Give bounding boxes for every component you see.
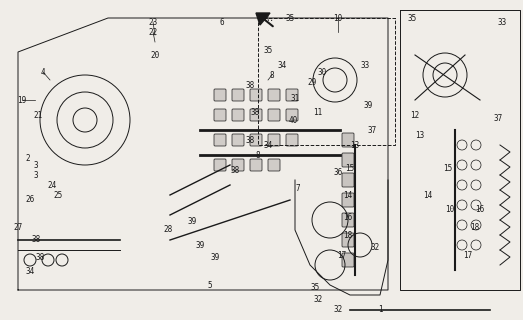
FancyBboxPatch shape xyxy=(268,134,280,146)
Text: 16: 16 xyxy=(344,213,353,222)
Text: 2: 2 xyxy=(26,154,30,163)
Text: 26: 26 xyxy=(26,196,35,204)
Text: 40: 40 xyxy=(288,116,298,124)
Text: 28: 28 xyxy=(163,226,173,235)
Text: 39: 39 xyxy=(187,218,197,227)
Text: 31: 31 xyxy=(290,93,300,102)
Text: 39: 39 xyxy=(363,100,372,109)
Text: 35: 35 xyxy=(407,13,417,22)
Text: 33: 33 xyxy=(497,18,507,27)
FancyBboxPatch shape xyxy=(250,159,262,171)
Text: 22: 22 xyxy=(149,28,157,36)
Text: 16: 16 xyxy=(475,205,485,214)
FancyBboxPatch shape xyxy=(286,89,298,101)
FancyBboxPatch shape xyxy=(214,134,226,146)
Text: 17: 17 xyxy=(337,251,347,260)
Text: 13: 13 xyxy=(415,131,425,140)
FancyBboxPatch shape xyxy=(250,89,262,101)
Text: 21: 21 xyxy=(33,110,43,119)
Text: 3: 3 xyxy=(33,161,38,170)
FancyBboxPatch shape xyxy=(342,213,354,227)
FancyBboxPatch shape xyxy=(214,159,226,171)
Text: 36: 36 xyxy=(333,167,343,177)
Text: 38: 38 xyxy=(230,165,240,174)
Text: 32: 32 xyxy=(370,244,380,252)
Text: 3: 3 xyxy=(33,171,38,180)
Text: 33: 33 xyxy=(360,60,370,69)
FancyBboxPatch shape xyxy=(232,159,244,171)
Text: 39: 39 xyxy=(196,241,204,250)
FancyBboxPatch shape xyxy=(342,253,354,267)
Text: 15: 15 xyxy=(345,164,355,172)
Text: 23: 23 xyxy=(149,18,157,27)
Text: 38: 38 xyxy=(245,81,255,90)
Text: 34: 34 xyxy=(26,268,35,276)
FancyBboxPatch shape xyxy=(286,134,298,146)
FancyBboxPatch shape xyxy=(232,89,244,101)
Text: 18: 18 xyxy=(470,223,480,233)
Text: 34: 34 xyxy=(277,60,287,69)
FancyBboxPatch shape xyxy=(232,109,244,121)
Text: 35: 35 xyxy=(286,13,294,22)
Text: 10: 10 xyxy=(446,205,454,214)
Text: 39: 39 xyxy=(210,253,220,262)
Text: 35: 35 xyxy=(264,45,272,54)
FancyBboxPatch shape xyxy=(286,109,298,121)
FancyBboxPatch shape xyxy=(342,233,354,247)
Text: 5: 5 xyxy=(208,281,212,290)
Text: 18: 18 xyxy=(344,230,353,239)
FancyBboxPatch shape xyxy=(342,173,354,187)
Text: 17: 17 xyxy=(463,251,473,260)
Text: 12: 12 xyxy=(411,110,419,119)
FancyBboxPatch shape xyxy=(342,193,354,207)
Text: 27: 27 xyxy=(14,223,22,233)
FancyBboxPatch shape xyxy=(268,109,280,121)
Text: 1: 1 xyxy=(378,306,382,315)
FancyBboxPatch shape xyxy=(250,134,262,146)
Text: 38: 38 xyxy=(251,108,259,116)
Text: 8: 8 xyxy=(270,70,274,79)
Text: 38: 38 xyxy=(31,236,41,244)
Text: 6: 6 xyxy=(220,18,224,27)
Text: 24: 24 xyxy=(48,180,56,189)
FancyBboxPatch shape xyxy=(342,153,354,167)
Polygon shape xyxy=(256,13,270,25)
Text: 37: 37 xyxy=(493,114,503,123)
Text: 19: 19 xyxy=(17,95,27,105)
Text: 14: 14 xyxy=(424,190,433,199)
FancyBboxPatch shape xyxy=(214,89,226,101)
FancyBboxPatch shape xyxy=(232,134,244,146)
Text: 37: 37 xyxy=(367,125,377,134)
Text: 35: 35 xyxy=(310,284,320,292)
Text: 8: 8 xyxy=(256,150,260,159)
Text: 10: 10 xyxy=(333,13,343,22)
FancyBboxPatch shape xyxy=(214,109,226,121)
Text: 32: 32 xyxy=(333,306,343,315)
Text: 11: 11 xyxy=(313,108,323,116)
Text: 38: 38 xyxy=(36,253,44,262)
Text: 32: 32 xyxy=(313,295,323,305)
Text: 7: 7 xyxy=(295,183,300,193)
Text: 30: 30 xyxy=(317,68,327,76)
Text: 13: 13 xyxy=(350,140,360,149)
Text: 4: 4 xyxy=(41,68,46,76)
FancyBboxPatch shape xyxy=(268,89,280,101)
Text: 20: 20 xyxy=(151,51,160,60)
Text: 14: 14 xyxy=(344,190,353,199)
FancyBboxPatch shape xyxy=(250,109,262,121)
Text: 15: 15 xyxy=(444,164,452,172)
Text: 34: 34 xyxy=(264,140,272,149)
Text: FR.: FR. xyxy=(260,13,274,22)
FancyBboxPatch shape xyxy=(342,133,354,147)
FancyBboxPatch shape xyxy=(268,159,280,171)
Text: 29: 29 xyxy=(308,77,316,86)
Text: 38: 38 xyxy=(245,135,255,145)
Text: 25: 25 xyxy=(53,190,63,199)
